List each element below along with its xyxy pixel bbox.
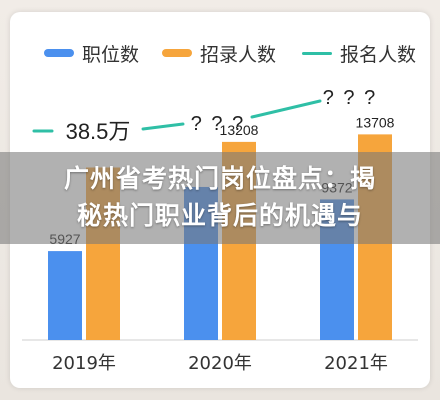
applicants-label-2: ? ? ? — [191, 113, 245, 135]
applicants-label-1: 38.5万 — [66, 119, 131, 144]
legend-item-applicants: 报名人数 — [302, 38, 416, 68]
legend-label-applicants: 报名人数 — [340, 44, 417, 66]
title-banner — [0, 152, 440, 244]
legend-swatch-applicants — [302, 51, 332, 55]
legend: 职位数 招录人数 报名人数 — [44, 38, 420, 68]
banner-title: 广州省考热门岗位盘点：揭 秘热门职业背后的机遇与 — [0, 160, 440, 234]
banner-title-line-2: 秘热门职业背后的机遇与 — [76, 201, 363, 230]
x-tick-label-1: 2019年 — [52, 353, 116, 374]
x-tick-label-2: 2020年 — [188, 353, 252, 374]
banner-title-line-1: 广州省考热门岗位盘点：揭 — [63, 164, 376, 193]
legend-swatch-positions — [44, 49, 74, 57]
legend-item-positions: 职位数 — [44, 38, 139, 68]
legend-swatch-hires — [162, 49, 192, 57]
data-label-hires-2: 13208 — [220, 122, 259, 138]
applicants-label-3: ? ? ? — [323, 87, 377, 109]
applicants-line-segment-3 — [250, 99, 322, 119]
x-tick-label-3: 2021年 — [324, 353, 388, 374]
data-label-hires-3: 13708 — [356, 114, 395, 130]
applicants-line-segment-2 — [141, 122, 185, 131]
legend-item-hires: 招录人数 — [162, 38, 276, 68]
legend-label-positions: 职位数 — [82, 44, 140, 66]
legend-label-hires: 招录人数 — [200, 44, 277, 66]
bar-positions-1 — [48, 251, 82, 340]
